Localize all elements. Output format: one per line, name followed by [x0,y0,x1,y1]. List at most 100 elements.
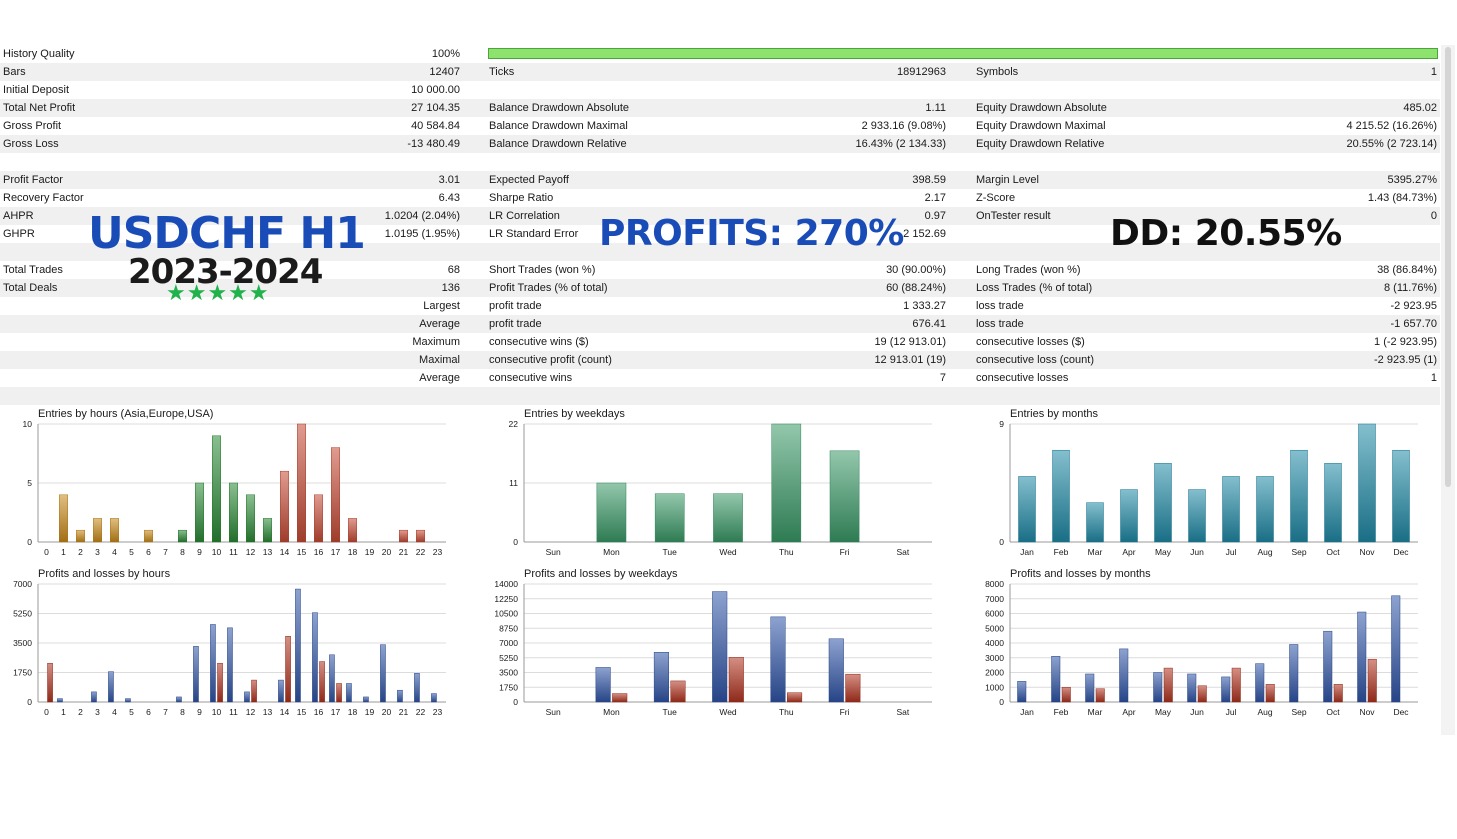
metric-group-label: Maximal [419,354,460,366]
x-tick-label: Mon [603,547,620,557]
y-tick-label: 4000 [985,638,1004,648]
x-tick-label: 21 [399,707,409,717]
bar [654,493,685,543]
loss-bar [670,680,686,703]
x-tick-label: 23 [433,547,443,557]
metric-value: 0 [1430,210,1437,222]
bar [229,482,238,543]
chart-svg: Profits and losses by months 0 1000 2000 300… [985,568,1418,717]
y-tick-label: 7000 [499,638,518,648]
summary-row [0,387,1440,405]
x-tick-label: Sun [546,547,561,557]
y-tick-label: 8000 [985,579,1004,589]
metric-label: LR Standard Error [489,228,579,240]
y-tick-label: 0 [999,537,1004,547]
x-tick-label: 8 [180,547,185,557]
metric-label: consecutive profit (count) [489,354,612,366]
metric-value: -13 480.49 [407,138,460,150]
x-tick-label: 14 [280,707,290,717]
summary-row: Average consecutive wins 7 consecutive loss… [0,369,1440,387]
x-tick-label: 6 [146,707,151,717]
summary-row: Gross Loss -13 480.49 Balance Drawdown Rel… [0,135,1440,153]
summary-row: Maximal consecutive profit (count) 12 913.… [0,351,1440,369]
profit-bar [828,638,844,703]
y-tick-label: 7000 [13,579,32,589]
metric-value: -2 923.95 [1390,300,1437,312]
x-tick-label: 6 [146,547,151,557]
metric-value: 2 152.69 [903,228,946,240]
x-tick-label: 13 [263,547,273,557]
metric-group-label: Maximum [412,336,460,348]
x-tick-label: Feb [1054,707,1069,717]
y-tick-label: 1000 [985,682,1004,692]
metric-value: 1.11 [925,102,946,114]
bar [1290,449,1308,543]
metric-label: profit trade [489,318,542,330]
chart-profits-losses-by-months: Profits and losses by months 0 1000 2000 300… [972,564,1442,720]
y-tick-label: 6000 [985,609,1004,619]
x-tick-label: Tue [663,707,678,717]
metric-label: Total Deals [3,282,58,294]
y-tick-label: 5250 [499,653,518,663]
metric-value: 4 215.52 (16.26%) [1346,120,1437,132]
x-tick-label: Nov [1359,547,1375,557]
metric-label: Recovery Factor [3,192,84,204]
history-quality-label: History Quality [3,48,75,60]
chart-svg: Profits and losses by weekdays 0 1750 3500 5… [494,568,932,717]
y-tick-label: 7000 [985,594,1004,604]
metric-label: loss trade [976,300,1024,312]
metric-group-label: Average [419,318,460,330]
summary-row: Total Net Profit 27 104.35 Balance Drawdow… [0,99,1440,117]
x-tick-label: Oct [1326,547,1340,557]
y-tick-label: 3000 [985,653,1004,663]
x-tick-label: 5 [129,547,134,557]
metric-label: Initial Deposit [3,84,70,96]
bar [246,494,255,543]
loss-bar [285,636,291,703]
loss-bar [47,662,53,703]
x-tick-label: 17 [331,547,341,557]
bar [93,518,102,543]
metric-value: 10 000.00 [411,84,460,96]
profit-bar [1221,676,1231,703]
metric-label: Balance Drawdown Relative [489,138,627,150]
overlay-years: 2023-2024 [128,252,323,292]
y-tick-label: 0 [999,697,1004,707]
bar [399,529,408,543]
metric-label: consecutive losses [976,372,1069,384]
x-tick-label: 2 [78,547,83,557]
loss-bar [217,662,223,703]
scrollbar-thumb[interactable] [1445,47,1451,487]
x-tick-label: 18 [348,547,358,557]
profit-bar [1017,681,1027,703]
profit-bar [1085,673,1095,703]
metric-group-label: Average [419,372,460,384]
history-quality-row: History Quality 100% [0,45,1440,63]
overlay-star-rating: ★★★★★ [166,281,270,306]
metric-label: Sharpe Ratio [489,192,554,204]
x-tick-label: 12 [246,707,256,717]
chart-svg: Entries by hours (Asia,Europe,USA) 0 5 10 0 1… [23,408,446,557]
x-tick-label: 1 [61,547,66,557]
x-tick-label: 12 [246,547,256,557]
y-tick-label: 12250 [494,594,518,604]
bar [348,518,357,543]
x-tick-label: 3 [95,547,100,557]
bar [1086,502,1104,543]
metric-value: 1 [1430,372,1437,384]
x-tick-label: Fri [840,707,850,717]
vertical-scrollbar[interactable] [1441,45,1455,735]
bar [178,529,187,543]
metric-label: Total Trades [3,264,63,276]
metric-label: Bars [3,66,26,78]
loss-bar [845,673,861,703]
metric-value: 16.43% (2 134.33) [855,138,946,150]
x-tick-label: 8 [180,707,185,717]
metric-label: Equity Drawdown Maximal [976,120,1106,132]
bar [1392,449,1410,543]
bar [297,423,306,543]
metric-label: Symbols [976,66,1019,78]
metric-label: Equity Drawdown Relative [976,138,1105,150]
metric-value: 12407 [429,66,460,78]
profit-bar [295,588,301,703]
